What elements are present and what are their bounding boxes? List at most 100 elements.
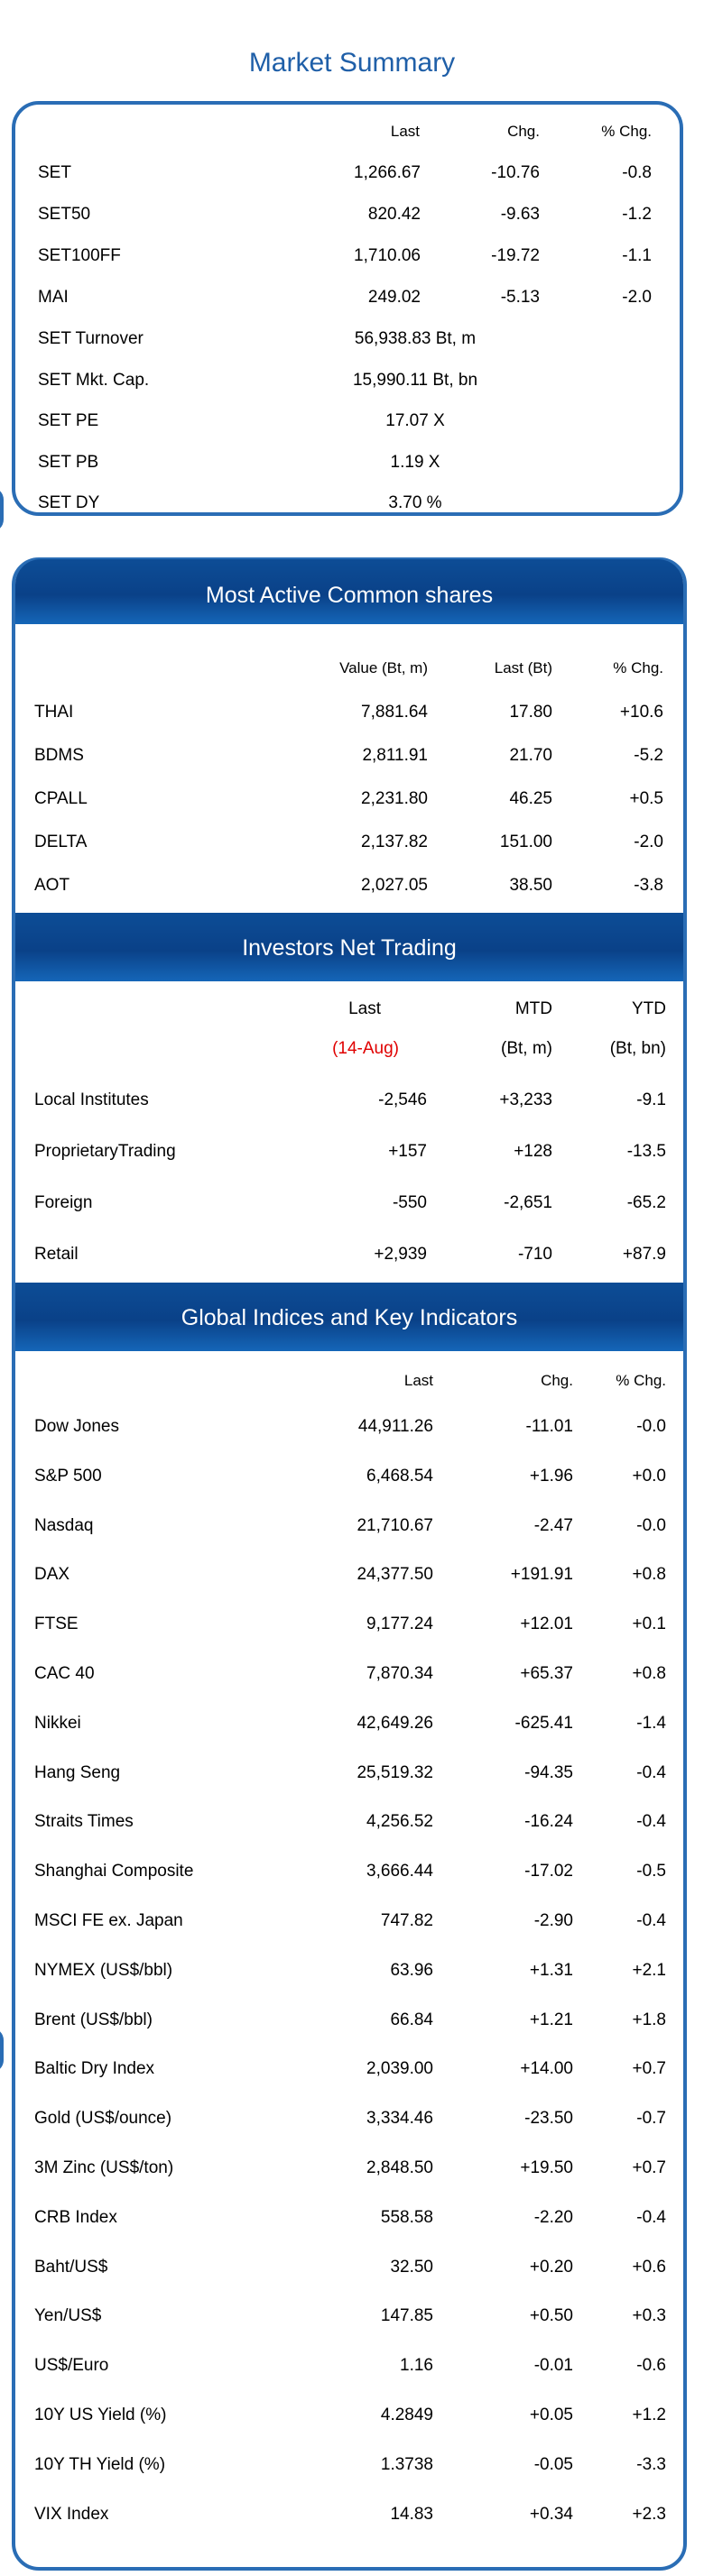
pct-change-value: -5.2 xyxy=(634,746,663,765)
pct-change-value: +1.2 xyxy=(632,2406,666,2424)
table-row: Nasdaq 21,710.67 -2.47 -0.0 xyxy=(0,1516,704,1543)
ytd-value: -65.2 xyxy=(626,1193,666,1212)
pct-change-value: +0.7 xyxy=(632,2158,666,2177)
indicator-name: S&P 500 xyxy=(34,1466,102,1486)
change-value: +1.96 xyxy=(529,1466,573,1486)
global-header-row: Last Chg. % Chg. xyxy=(0,1372,704,1399)
pct-change-value: -3.8 xyxy=(634,876,663,895)
indicator-name: Baltic Dry Index xyxy=(34,2059,155,2079)
pct-change-value: -0.8 xyxy=(622,163,652,182)
ytd-value: -9.1 xyxy=(636,1090,666,1109)
stock-symbol: DELTA xyxy=(34,833,88,851)
investors-header: Investors Net Trading xyxy=(15,913,683,981)
indicator-name: Gold (US$/ounce) xyxy=(34,2109,172,2129)
table-row: SET 1,266.67 -10.76 -0.8 xyxy=(0,163,704,190)
last-price: 38.50 xyxy=(509,876,552,895)
change-value: -94.35 xyxy=(524,1762,573,1782)
table-row: Dow Jones 44,911.26 -11.01 -0.0 xyxy=(0,1417,704,1444)
table-row: Straits Times 4,256.52 -16.24 -0.4 xyxy=(0,1812,704,1839)
table-row: SET DY 3.70 % xyxy=(0,493,704,520)
row-label: SET PB xyxy=(38,452,99,472)
side-tab-marker xyxy=(0,2028,4,2073)
pct-change-value: +10.6 xyxy=(619,703,663,722)
pct-change-value: +1.8 xyxy=(632,2010,666,2029)
pct-change-value: -2.0 xyxy=(622,288,652,307)
change-value: +1.21 xyxy=(529,2010,573,2029)
table-row: Nikkei 42,649.26 -625.41 -1.4 xyxy=(0,1714,704,1741)
most-active-title: Most Active Common shares xyxy=(205,583,494,608)
last-value: 747.82 xyxy=(380,1911,433,1930)
last-price: 17.80 xyxy=(509,703,552,722)
change-value: -19.72 xyxy=(491,246,540,265)
stock-symbol: CPALL xyxy=(34,789,88,808)
info-value: 3.70 % xyxy=(388,493,442,512)
indicator-name: CRB Index xyxy=(34,2207,117,2227)
table-row: Yen/US$ 147.85 +0.50 +0.3 xyxy=(0,2306,704,2333)
indicator-name: Hang Seng xyxy=(34,1762,121,1782)
stock-symbol: THAI xyxy=(34,703,74,722)
indicator-name: Straits Times xyxy=(34,1812,134,1832)
pct-change-value: -0.5 xyxy=(636,1862,666,1881)
row-label: SET xyxy=(38,163,71,182)
pct-change-value: -1.1 xyxy=(622,246,652,265)
last-value: 1,710.06 xyxy=(354,246,421,265)
pct-change-value: -0.4 xyxy=(636,1911,666,1930)
last-value: 9,177.24 xyxy=(366,1615,433,1634)
table-row: Local Institutes -2,546 +3,233 -9.1 xyxy=(0,1090,704,1118)
side-tab-marker xyxy=(0,487,4,532)
table-row: SET Turnover 56,938.83 Bt, m xyxy=(0,329,704,356)
table-row: MSCI FE ex. Japan 747.82 -2.90 -0.4 xyxy=(0,1911,704,1938)
column-subheader-date: (14-Aug) xyxy=(332,1039,399,1058)
change-value: +65.37 xyxy=(520,1664,573,1683)
most-active-header: Most Active Common shares xyxy=(15,559,683,624)
table-row: SET Mkt. Cap. 15,990.11 Bt, bn xyxy=(0,371,704,398)
table-row: SET50 820.42 -9.63 -1.2 xyxy=(0,205,704,232)
table-row: BDMS 2,811.91 21.70 -5.2 xyxy=(0,746,704,773)
change-value: -9.63 xyxy=(500,205,540,224)
value-amount: 2,027.05 xyxy=(361,876,428,895)
change-value: +12.01 xyxy=(520,1615,573,1634)
column-header-mtd: MTD xyxy=(514,999,552,1018)
column-subheader-mtd: (Bt, m) xyxy=(501,1039,552,1058)
last-value: 4.2849 xyxy=(380,2406,433,2424)
info-value: 15,990.11 Bt, bn xyxy=(352,370,478,390)
table-row: NYMEX (US$/bbl) 63.96 +1.31 +2.1 xyxy=(0,1961,704,1988)
table-row: Hang Seng 25,519.32 -94.35 -0.4 xyxy=(0,1763,704,1790)
last-value: 3,334.46 xyxy=(366,2109,433,2129)
table-row: Retail +2,939 -710 +87.9 xyxy=(0,1245,704,1272)
pct-change-value: -0.0 xyxy=(636,1417,666,1436)
pct-change-value: +0.6 xyxy=(632,2257,666,2277)
investors-subheader-row: (14-Aug) (Bt, m) (Bt, bn) xyxy=(0,1039,704,1066)
table-row: SET PB 1.19 X xyxy=(0,453,704,480)
indicator-name: NYMEX (US$/bbl) xyxy=(34,1960,173,1980)
change-value: -5.13 xyxy=(500,288,540,307)
table-row: 10Y TH Yield (%) 1.3738 -0.05 -3.3 xyxy=(0,2455,704,2482)
pct-change-value: +0.8 xyxy=(632,1664,666,1683)
market-summary-box xyxy=(12,101,683,516)
change-value: -23.50 xyxy=(524,2109,573,2129)
last-price: 21.70 xyxy=(509,746,552,765)
pct-change-value: +0.3 xyxy=(632,2306,666,2326)
pct-change-value: -0.4 xyxy=(636,1812,666,1832)
change-value: -11.01 xyxy=(525,1417,573,1436)
pct-change-value: -0.0 xyxy=(636,1515,666,1535)
investors-header-row: Last MTD YTD xyxy=(0,999,704,1026)
market-summary-header-row: Last Chg. % Chg. xyxy=(0,123,704,150)
indicator-name: Nikkei xyxy=(34,1713,81,1733)
last-value: -550 xyxy=(392,1193,427,1212)
pct-change-value: -0.6 xyxy=(636,2356,666,2376)
column-subheader-ytd: (Bt, bn) xyxy=(609,1039,666,1058)
table-row: FTSE 9,177.24 +12.01 +0.1 xyxy=(0,1615,704,1642)
last-value: 25,519.32 xyxy=(357,1762,433,1782)
mtd-value: +128 xyxy=(514,1142,552,1161)
investor-type: ProprietaryTrading xyxy=(34,1142,176,1161)
pct-change-value: -3.3 xyxy=(636,2454,666,2474)
last-value: 147.85 xyxy=(380,2306,433,2326)
last-value: 558.58 xyxy=(380,2207,433,2227)
change-value: -0.05 xyxy=(533,2454,573,2474)
pct-change-value: -1.2 xyxy=(622,205,652,224)
value-amount: 7,881.64 xyxy=(361,703,428,722)
row-label: SET50 xyxy=(38,205,91,224)
change-value: +0.50 xyxy=(529,2306,573,2326)
investors-title: Investors Net Trading xyxy=(242,935,457,961)
